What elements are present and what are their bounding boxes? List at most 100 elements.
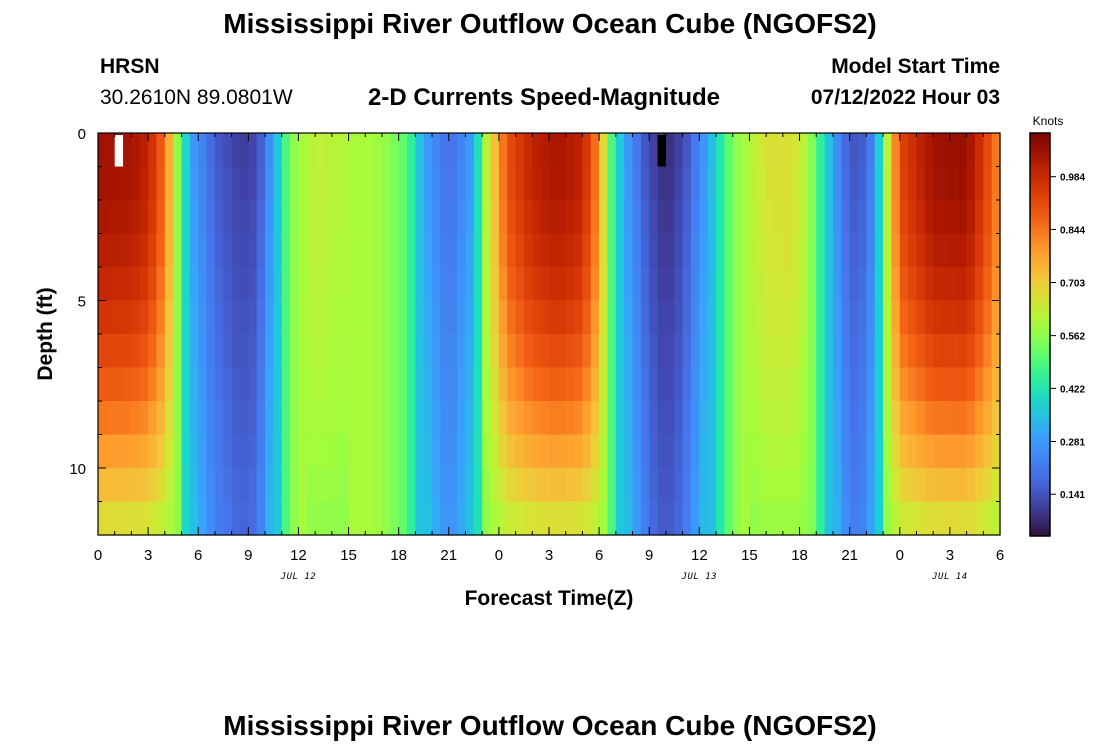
heatmap-cell bbox=[782, 468, 792, 503]
heatmap-cell bbox=[98, 133, 107, 168]
heatmap-cell bbox=[181, 133, 191, 168]
heatmap-cell bbox=[791, 468, 801, 503]
heatmap-cell bbox=[841, 166, 851, 201]
heatmap-cell bbox=[398, 133, 408, 168]
heatmap-cell bbox=[423, 166, 433, 201]
heatmap-cell bbox=[306, 200, 316, 235]
heatmap-cell bbox=[807, 501, 817, 536]
heatmap-cell bbox=[924, 334, 934, 369]
heatmap-cell bbox=[373, 200, 383, 235]
heatmap-cell bbox=[599, 267, 609, 302]
heatmap-cell bbox=[323, 267, 333, 302]
heatmap-cell bbox=[883, 166, 893, 201]
y-tick-label: 10 bbox=[69, 461, 86, 478]
heatmap-cell bbox=[749, 401, 759, 436]
heatmap-cell bbox=[532, 133, 542, 168]
heatmap-cell bbox=[807, 267, 817, 302]
heatmap-cell bbox=[883, 267, 893, 302]
heatmap-cell bbox=[983, 434, 993, 469]
heatmap-cell bbox=[665, 133, 675, 168]
heatmap-cell bbox=[448, 267, 458, 302]
heatmap-cell bbox=[131, 233, 141, 268]
heatmap-cell bbox=[690, 367, 700, 402]
heatmap-cell bbox=[298, 200, 308, 235]
heatmap-cell bbox=[690, 200, 700, 235]
heatmap-cell bbox=[574, 300, 584, 335]
heatmap-cell bbox=[640, 501, 650, 536]
heatmap-cell bbox=[574, 401, 584, 436]
heatmap-cell bbox=[757, 233, 767, 268]
heatmap-cell bbox=[557, 501, 567, 536]
heatmap-cell bbox=[340, 401, 350, 436]
heatmap-cell bbox=[123, 267, 133, 302]
heatmap-cell bbox=[599, 334, 609, 369]
heatmap-cell bbox=[699, 401, 709, 436]
heatmap-cell bbox=[173, 434, 183, 469]
heatmap-cell bbox=[607, 334, 617, 369]
x-axis-label: Forecast Time(Z) bbox=[465, 587, 634, 610]
heatmap-cell bbox=[523, 434, 533, 469]
heatmap-cell bbox=[824, 501, 834, 536]
heatmap-cell bbox=[824, 468, 834, 503]
heatmap-cell bbox=[189, 300, 199, 335]
heatmap-cell bbox=[674, 300, 684, 335]
heatmap-cell bbox=[373, 267, 383, 302]
heatmap-cell bbox=[98, 300, 107, 335]
heatmap-cell bbox=[256, 468, 266, 503]
heatmap-cell bbox=[565, 267, 575, 302]
heatmap-cell bbox=[816, 501, 826, 536]
heatmap-cell bbox=[123, 233, 133, 268]
heatmap-cell bbox=[749, 434, 759, 469]
heatmap-cell bbox=[858, 166, 867, 201]
heatmap-cell bbox=[549, 334, 558, 369]
heatmap-cell bbox=[214, 468, 224, 503]
heatmap-cell bbox=[933, 300, 943, 335]
heatmap-cell bbox=[674, 233, 684, 268]
heatmap-cell bbox=[407, 468, 416, 503]
heatmap-cell bbox=[315, 133, 325, 168]
heatmap-cell bbox=[156, 233, 166, 268]
heatmap-cell bbox=[749, 334, 759, 369]
heatmap-cell bbox=[273, 133, 283, 168]
heatmap-cell bbox=[866, 300, 876, 335]
heatmap-cell bbox=[231, 267, 241, 302]
heatmap-cell bbox=[131, 468, 141, 503]
heatmap-cell bbox=[315, 300, 325, 335]
heatmap-cell bbox=[924, 133, 934, 168]
heatmap-cell bbox=[799, 166, 809, 201]
heatmap-cell bbox=[807, 367, 817, 402]
heatmap-cell bbox=[189, 233, 199, 268]
y-axis-ticks bbox=[98, 132, 1000, 536]
heatmap-cell bbox=[348, 267, 358, 302]
heatmap-cell bbox=[482, 334, 492, 369]
heatmap-cell bbox=[899, 233, 909, 268]
heatmap-cell bbox=[156, 434, 166, 469]
heatmap-cell bbox=[958, 166, 968, 201]
heatmap-cell bbox=[707, 367, 717, 402]
heatmap-cell bbox=[448, 367, 458, 402]
heatmap-cell bbox=[649, 468, 659, 503]
heatmap-cell bbox=[331, 468, 341, 503]
heatmap-cell bbox=[841, 334, 851, 369]
heatmap-cell bbox=[164, 200, 174, 235]
heatmap-cell bbox=[858, 133, 867, 168]
heatmap-cell bbox=[741, 401, 751, 436]
heatmap-cell bbox=[732, 300, 742, 335]
heatmap-cell bbox=[832, 300, 842, 335]
heatmap-cell bbox=[624, 468, 634, 503]
missing-data-cell bbox=[114, 135, 124, 167]
heatmap-cell bbox=[298, 401, 308, 436]
heatmap-cell bbox=[958, 468, 968, 503]
heatmap-cell bbox=[741, 300, 751, 335]
heatmap-cell bbox=[473, 233, 483, 268]
heatmap-cell bbox=[791, 501, 801, 536]
heatmap-cell bbox=[549, 401, 558, 436]
heatmap-cell bbox=[707, 501, 717, 536]
heatmap-cell bbox=[582, 334, 592, 369]
heatmap-cell bbox=[348, 233, 358, 268]
heatmap-cell bbox=[791, 334, 801, 369]
heatmap-cell bbox=[749, 166, 759, 201]
heatmap-cell bbox=[883, 233, 893, 268]
heatmap-cell bbox=[432, 401, 442, 436]
heatmap-cell bbox=[949, 501, 959, 536]
